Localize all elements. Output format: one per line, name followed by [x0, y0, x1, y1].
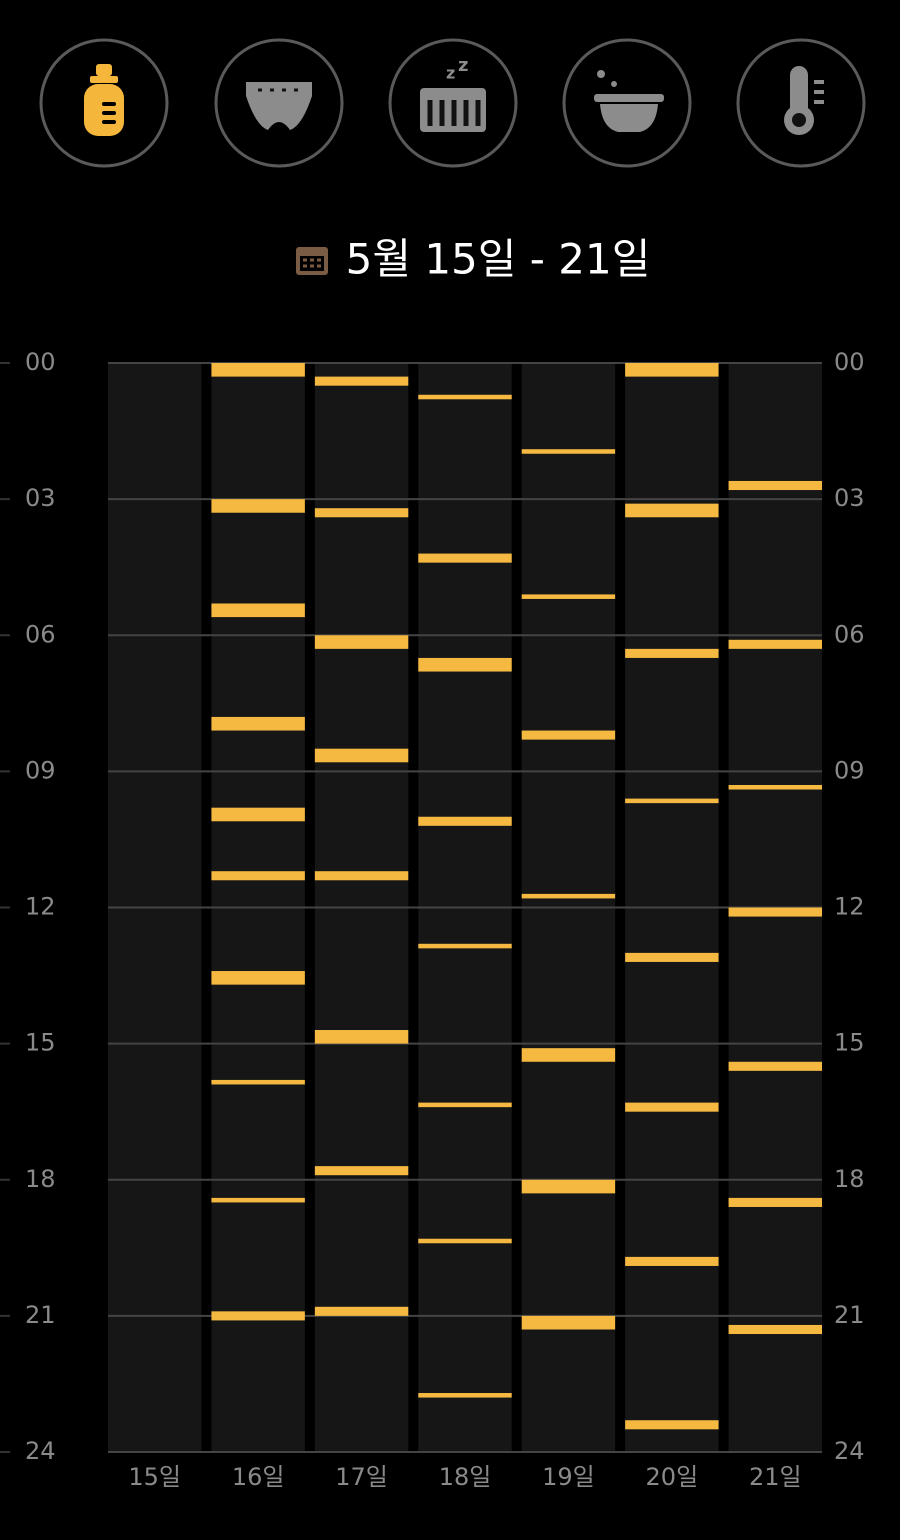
sleep-tab[interactable]: z z: [388, 38, 518, 168]
feeding-bar: [728, 639, 822, 649]
y-tick-label-left: 00: [25, 348, 56, 376]
feeding-bar: [625, 1102, 719, 1112]
feeding-bar: [521, 1179, 616, 1194]
feeding-bar: [418, 1393, 512, 1398]
feeding-bar: [728, 1197, 822, 1207]
feeding-bar: [728, 907, 822, 917]
feeding-bar: [211, 1311, 305, 1321]
feeding-bar: [521, 1048, 616, 1062]
feeding-bar: [625, 503, 719, 518]
feeding-bar: [625, 648, 719, 658]
feeding-bar: [625, 798, 719, 804]
x-tick-label: 20일: [646, 1463, 699, 1491]
calendar-icon: [296, 247, 328, 275]
y-tick-label-right: 06: [834, 620, 865, 648]
feeding-bar: [728, 480, 822, 491]
x-tick-label: 15일: [128, 1463, 181, 1491]
x-tick-label: 19일: [542, 1463, 595, 1491]
feeding-bar: [314, 1306, 409, 1316]
feeding-bar: [418, 1238, 512, 1244]
y-tick-label-right: 09: [834, 756, 865, 784]
feeding-bar: [211, 716, 305, 731]
feeding-bar: [625, 1420, 719, 1430]
feeding-bar: [521, 1315, 616, 1330]
y-tick-label-right: 24: [834, 1437, 865, 1465]
feeding-bar: [314, 1030, 409, 1044]
feeding-bar: [211, 1079, 305, 1085]
y-tick-label-left: 15: [25, 1029, 56, 1057]
feeding-bar: [728, 784, 822, 790]
y-tick-label-right: 18: [834, 1165, 865, 1193]
feeding-bar: [625, 952, 719, 962]
feeding-bar: [418, 394, 512, 400]
feeding-tab[interactable]: [39, 38, 169, 168]
svg-text:z: z: [446, 64, 455, 83]
y-tick-label-right: 03: [834, 484, 865, 512]
feeding-bar: [728, 1061, 822, 1071]
feeding-bar: [521, 893, 616, 899]
feeding-bar: [314, 635, 409, 649]
y-tick-label-left: 06: [25, 620, 56, 648]
feeding-bar: [211, 363, 305, 377]
date-range: 5월 15일 - 21일: [346, 235, 651, 284]
feeding-bar: [625, 1256, 719, 1266]
feeding-bar: [418, 816, 512, 826]
y-tick-label-left: 21: [25, 1301, 56, 1329]
feeding-bar: [314, 748, 409, 763]
feeding-bar: [625, 363, 719, 377]
feeding-bar: [314, 376, 409, 386]
y-tick-label-left: 18: [25, 1165, 56, 1193]
y-tick-label-right: 12: [834, 893, 865, 921]
x-tick-label: 17일: [335, 1463, 388, 1491]
feeding-bar: [418, 553, 512, 563]
feeding-bar: [418, 943, 512, 949]
feeding-bar: [211, 807, 305, 822]
x-tick-label: 16일: [232, 1463, 285, 1491]
y-tick-label-left: 24: [25, 1437, 56, 1465]
y-tick-label-left: 09: [25, 756, 56, 784]
feeding-bar: [314, 871, 409, 881]
feeding-bar: [418, 1102, 512, 1108]
x-tick-label: 18일: [439, 1463, 492, 1491]
y-tick-label-right: 21: [834, 1301, 865, 1329]
feeding-bar: [211, 871, 305, 881]
feeding-bar: [211, 603, 305, 618]
feeding-bar: [521, 730, 616, 740]
x-tick-label: 21일: [749, 1463, 802, 1491]
feeding-bar: [521, 594, 616, 599]
feeding-bar: [728, 1324, 822, 1335]
y-tick-label-left: 12: [25, 893, 56, 921]
y-tick-label-right: 00: [834, 348, 865, 376]
feeding-bar: [418, 657, 512, 672]
y-tick-label-left: 03: [25, 484, 56, 512]
feeding-bar: [521, 449, 616, 454]
diaper-tab[interactable]: [214, 38, 344, 168]
feeding-bar: [314, 1166, 409, 1176]
plot: 00 00 03 03 06 06 09 09 12 12 15 15 18 18 21 21 24 24 15일 1…: [0, 348, 865, 1491]
feeding-bar: [211, 499, 305, 513]
temperature-tab[interactable]: [736, 38, 866, 168]
bath-tab[interactable]: [562, 38, 692, 168]
feeding-bar: [211, 1197, 305, 1203]
y-tick-label-right: 15: [834, 1029, 865, 1057]
svg-text:z: z: [458, 55, 468, 76]
feeding-bar: [314, 508, 409, 518]
feeding-bar: [211, 971, 305, 985]
